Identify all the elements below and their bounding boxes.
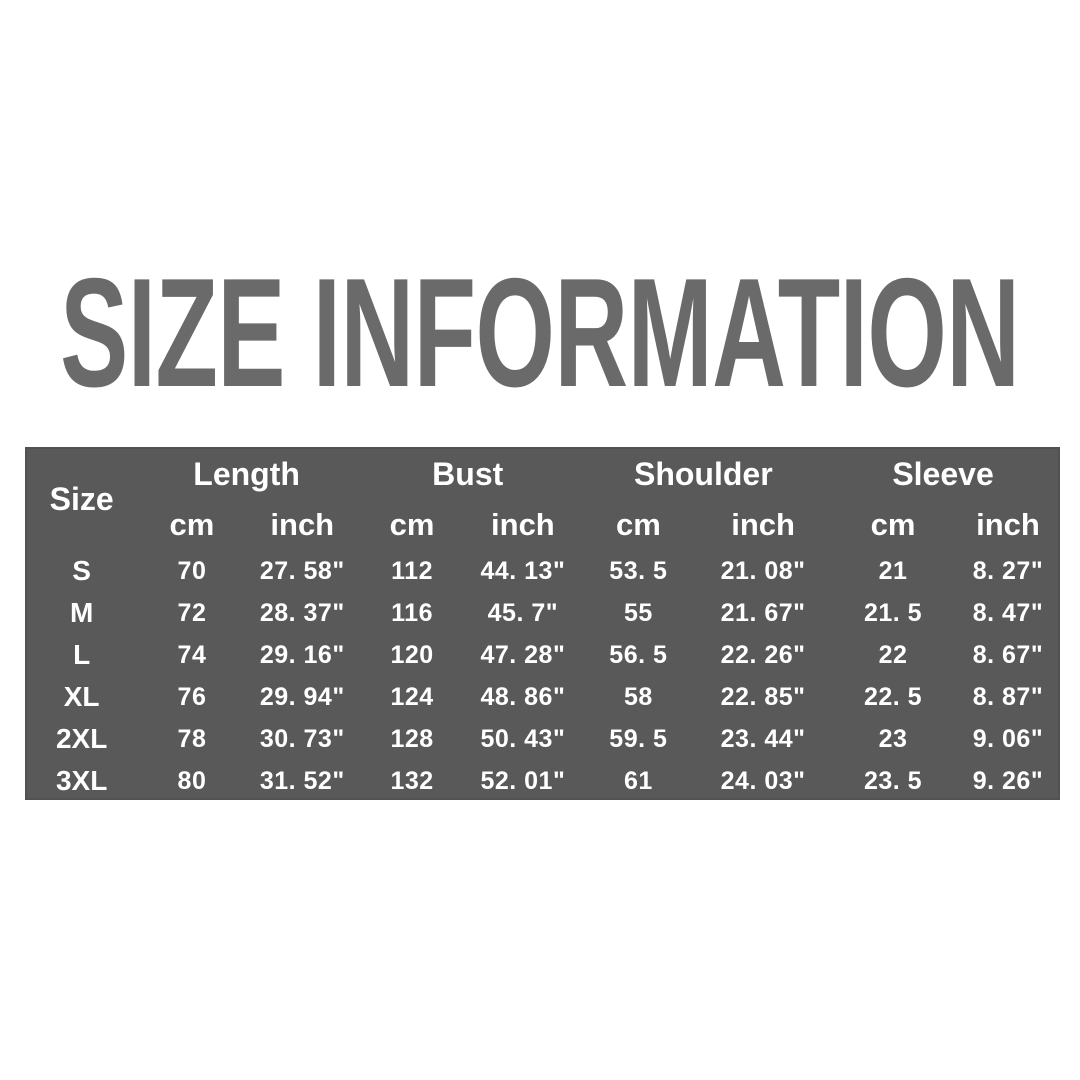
unit-header: inch	[491, 507, 555, 542]
table-header-group-row: Size Length Bust Shoulder Sleeve	[27, 449, 1058, 517]
unit-header: cm	[389, 507, 435, 542]
value-cell: 124	[390, 682, 434, 711]
value-cell: 44. 13"	[480, 556, 566, 585]
table-row: S 70 27. 58" 112 44. 13" 53. 5 21. 08" 2…	[27, 550, 1058, 592]
value-cell: 8. 87"	[972, 682, 1044, 711]
unit-header: inch	[270, 507, 335, 542]
value-cell: 22. 5	[863, 682, 923, 711]
value-cell: 9. 26"	[972, 766, 1044, 795]
value-cell: 23. 44"	[720, 724, 806, 753]
value-cell: 56. 5	[609, 640, 668, 669]
value-cell: 31. 52"	[259, 766, 345, 795]
value-cell: 76	[177, 682, 207, 711]
value-cell: 78	[177, 724, 207, 753]
value-cell: 53. 5	[609, 556, 668, 585]
size-cell: M	[69, 597, 94, 628]
unit-header: cm	[870, 507, 916, 542]
value-cell: 128	[390, 724, 434, 753]
unit-header: inch	[976, 507, 1040, 542]
table-row: XL 76 29. 94" 124 48. 86" 58 22. 85" 22.…	[27, 676, 1058, 718]
group-header-shoulder: Shoulder	[633, 456, 773, 492]
value-cell: 72	[177, 598, 207, 627]
value-cell: 52. 01"	[480, 766, 566, 795]
group-header-sleeve: Sleeve	[892, 456, 994, 492]
unit-header: inch	[731, 507, 795, 542]
table-row: M 72 28. 37" 116 45. 7" 55 21. 67" 21. 5…	[27, 592, 1058, 634]
value-cell: 22	[878, 640, 908, 669]
value-cell: 9. 06"	[972, 724, 1044, 753]
group-header-length: Length	[193, 456, 300, 492]
value-cell: 8. 27"	[972, 556, 1044, 585]
value-cell: 48. 86"	[480, 682, 566, 711]
value-cell: 22. 85"	[720, 682, 806, 711]
value-cell: 55	[623, 598, 653, 627]
value-cell: 45. 7"	[487, 598, 559, 627]
title-block: SIZE INFORMATION	[0, 255, 1080, 410]
page-title: SIZE INFORMATION	[60, 246, 1020, 419]
value-cell: 23. 5	[863, 766, 923, 795]
size-cell: S	[72, 555, 91, 586]
value-cell: 29. 16"	[259, 640, 345, 669]
value-cell: 24. 03"	[720, 766, 806, 795]
size-cell: L	[73, 639, 91, 670]
value-cell: 21	[878, 556, 908, 585]
value-cell: 132	[390, 766, 434, 795]
value-cell: 47. 28"	[480, 640, 566, 669]
table-row: L 74 29. 16" 120 47. 28" 56. 5 22. 26" 2…	[27, 634, 1058, 676]
size-cell: 3XL	[55, 765, 108, 796]
value-cell: 61	[623, 766, 653, 795]
table-row: 2XL 78 30. 73" 128 50. 43" 59. 5 23. 44"…	[27, 718, 1058, 760]
unit-header: cm	[169, 507, 215, 542]
value-cell: 80	[177, 766, 207, 795]
value-cell: 21. 67"	[720, 598, 806, 627]
size-cell: 2XL	[55, 723, 108, 754]
group-header-bust: Bust	[432, 456, 504, 492]
value-cell: 8. 67"	[972, 640, 1044, 669]
value-cell: 74	[177, 640, 207, 669]
corner-header-size: Size	[49, 481, 114, 517]
value-cell: 70	[177, 556, 207, 585]
size-table-grid: Size Length Bust Shoulder Sleeve cm inch…	[27, 449, 1058, 802]
size-cell: XL	[63, 681, 100, 712]
value-cell: 21. 08"	[720, 556, 806, 585]
value-cell: 116	[391, 598, 433, 627]
value-cell: 50. 43"	[480, 724, 566, 753]
value-cell: 112	[391, 556, 433, 585]
value-cell: 23	[878, 724, 908, 753]
value-cell: 27. 58"	[259, 556, 345, 585]
value-cell: 21. 5	[863, 598, 923, 627]
unit-header: cm	[615, 507, 661, 542]
value-cell: 22. 26"	[720, 640, 806, 669]
value-cell: 30. 73"	[259, 724, 345, 753]
table-row: 3XL 80 31. 52" 132 52. 01" 61 24. 03" 23…	[27, 760, 1058, 802]
value-cell: 29. 94"	[259, 682, 345, 711]
table-header-unit-row: cm inch cm inch cm inch cm inch	[27, 500, 1058, 550]
value-cell: 59. 5	[609, 724, 668, 753]
value-cell: 58	[623, 682, 653, 711]
value-cell: 28. 37"	[259, 598, 345, 627]
size-table: Size Length Bust Shoulder Sleeve cm inch…	[25, 447, 1060, 800]
value-cell: 8. 47"	[972, 598, 1044, 627]
value-cell: 120	[390, 640, 434, 669]
